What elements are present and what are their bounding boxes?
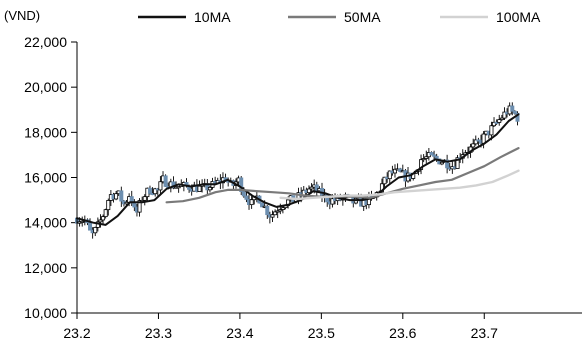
- candle-body: [306, 188, 311, 194]
- candle-body: [137, 200, 142, 213]
- candle-body: [273, 211, 278, 216]
- candle-body: [158, 181, 163, 191]
- candle-body: [280, 207, 285, 210]
- candle-body: [176, 186, 181, 189]
- candlestick-series: [75, 102, 520, 239]
- y-tick-label: 20,000: [24, 79, 67, 95]
- candle-body: [455, 157, 460, 169]
- candle-body: [278, 209, 283, 212]
- candle-body: [119, 190, 124, 202]
- y-axis-ticks: 10,000 12,000 14,000 16,000 18,000 20,000 22,0…: [24, 34, 77, 321]
- candle-body: [439, 161, 444, 165]
- candle-body: [330, 198, 335, 205]
- candle-body: [106, 200, 111, 211]
- candle-body: [142, 196, 147, 201]
- legend-100ma-label: 100MA: [496, 9, 541, 25]
- y-tick-label: 18,000: [24, 124, 67, 140]
- candle-body: [499, 117, 504, 121]
- ma-line-100ma: [279, 169, 520, 201]
- y-tick-label: 10,000: [24, 305, 67, 321]
- candle-body: [494, 121, 499, 124]
- candle-body: [98, 219, 103, 223]
- candle-body: [432, 154, 437, 157]
- candle-body: [387, 170, 392, 180]
- candle-body: [163, 175, 168, 187]
- candle-body: [382, 176, 387, 185]
- candle-body: [445, 159, 450, 169]
- candle-body: [103, 209, 108, 218]
- legend: 10MA 50MA 100MA: [138, 9, 541, 25]
- y-tick-label: 22,000: [24, 34, 67, 50]
- y-tick-label: 14,000: [24, 215, 67, 231]
- candle-body: [473, 139, 478, 145]
- candle-body: [429, 152, 434, 156]
- candle-body: [197, 185, 202, 192]
- candle-body: [114, 193, 119, 200]
- candle-body: [153, 188, 158, 195]
- candle-body: [497, 119, 502, 123]
- ma-line-10ma: [76, 113, 520, 226]
- candle-body: [147, 187, 152, 194]
- candle-body: [424, 156, 429, 159]
- x-tick-label: 23.3: [145, 325, 172, 341]
- y-tick-label: 16,000: [24, 170, 67, 186]
- candle-body: [492, 121, 497, 127]
- legend-50ma-label: 50MA: [344, 9, 381, 25]
- candle-body: [502, 111, 507, 119]
- candle-body: [398, 168, 403, 172]
- x-tick-label: 23.6: [389, 325, 416, 341]
- x-tick-label: 23.2: [63, 325, 90, 341]
- candle-body: [309, 186, 314, 190]
- candle-body: [260, 202, 265, 208]
- x-tick-label: 23.7: [471, 325, 498, 341]
- candle-body: [275, 210, 280, 213]
- candle-body: [512, 110, 517, 114]
- candle-body: [249, 199, 254, 206]
- candle-body: [471, 143, 476, 148]
- candle-body: [80, 220, 85, 223]
- candle-body: [481, 133, 486, 144]
- candle-body: [510, 105, 515, 112]
- candle-body: [270, 214, 275, 218]
- candle-body: [265, 205, 270, 216]
- candle-body: [207, 186, 212, 191]
- candle-body: [93, 227, 98, 234]
- candle-body: [101, 216, 106, 221]
- candle-body: [244, 195, 249, 200]
- x-tick-label: 23.5: [308, 325, 335, 341]
- moving-average-lines: [76, 113, 520, 226]
- y-axis-unit: (VND): [4, 8, 40, 23]
- candle-body: [515, 112, 520, 122]
- legend-10ma-label: 10MA: [194, 9, 231, 25]
- y-tick-label: 12,000: [24, 260, 67, 276]
- candle-body: [88, 222, 93, 231]
- candle-body: [421, 158, 426, 161]
- candle-body: [241, 191, 246, 197]
- candle-body: [489, 125, 494, 136]
- candle-body: [239, 177, 244, 192]
- x-tick-label: 23.4: [226, 325, 253, 341]
- candle-body: [419, 159, 424, 170]
- candle-body: [132, 202, 137, 208]
- x-axis-ticks: 23.2 23.3 23.4 23.5 23.6 23.7: [63, 313, 498, 341]
- candle-body: [392, 168, 397, 174]
